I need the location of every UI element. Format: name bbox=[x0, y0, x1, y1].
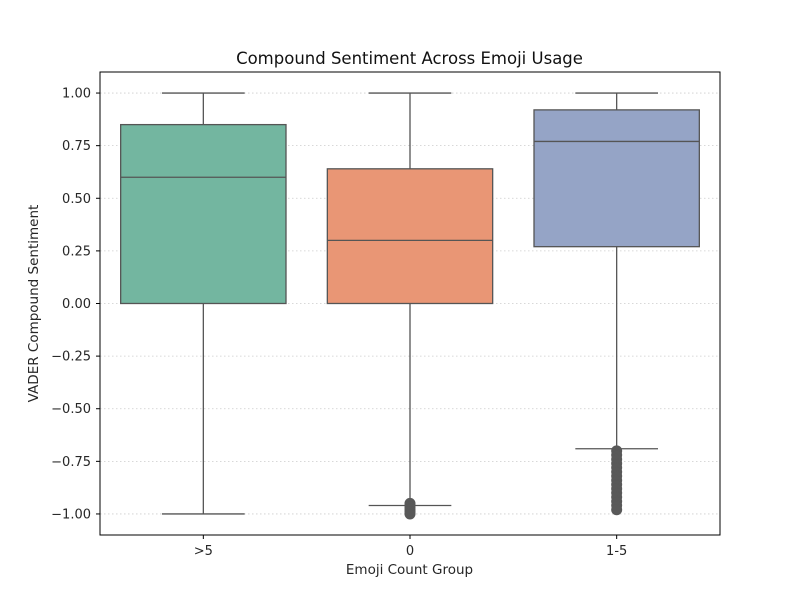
y-tick-label: 0.00 bbox=[62, 297, 91, 312]
box-group-0 bbox=[120, 92, 287, 515]
axes: −1.00 −0.75 −0.50 −0.25 0.00 0.25 0.50 0.75 1.00… bbox=[51, 71, 721, 559]
x-tick-label: 0 bbox=[406, 544, 414, 559]
outlier-point bbox=[611, 504, 623, 516]
y-tick-label: 0.75 bbox=[62, 139, 91, 154]
chart-title: Compound Sentiment Across Emoji Usage bbox=[236, 49, 583, 68]
x-tick-label: 1-5 bbox=[606, 544, 627, 559]
y-tick-label: −0.75 bbox=[51, 455, 91, 470]
x-axis-label: Emoji Count Group bbox=[346, 562, 473, 578]
y-tick-label: −0.25 bbox=[51, 350, 91, 365]
boxes bbox=[120, 92, 700, 520]
y-tick-label: 0.25 bbox=[62, 244, 91, 259]
x-tick-label: >5 bbox=[194, 544, 213, 559]
box-group-1 bbox=[326, 92, 494, 520]
box-iqr bbox=[326, 168, 494, 305]
box-iqr bbox=[533, 109, 700, 248]
y-axis-label: VADER Compound Sentiment bbox=[26, 205, 42, 403]
y-tick-label: −0.50 bbox=[51, 402, 91, 417]
outlier-point bbox=[404, 508, 416, 520]
y-tick-label: 1.00 bbox=[62, 87, 91, 102]
y-tick-label: 0.50 bbox=[62, 192, 91, 207]
y-tick-label: −1.00 bbox=[51, 507, 91, 522]
box-iqr bbox=[120, 123, 287, 305]
box-group-2 bbox=[533, 92, 700, 516]
